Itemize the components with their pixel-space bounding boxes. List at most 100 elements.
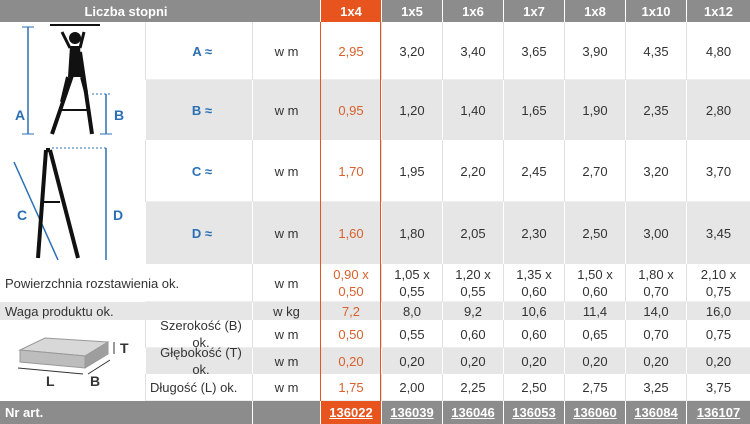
value: 2,80 xyxy=(686,80,750,140)
value: 2,20 xyxy=(442,140,503,202)
unit: w m xyxy=(252,374,320,401)
value: 1,50 x 0,60 xyxy=(564,264,625,302)
value: 4,35 xyxy=(625,22,686,80)
value: 0,55 xyxy=(381,320,442,348)
header-label: Liczba stopni xyxy=(84,3,168,19)
diagram-label: A xyxy=(15,107,25,123)
value: 1,80 x 0,70 xyxy=(625,264,686,302)
highlight-border xyxy=(320,22,321,401)
row-label: D ≈ xyxy=(145,202,252,264)
row-bg xyxy=(145,22,750,80)
value: 0,90 x 0,50 xyxy=(320,264,381,302)
unit: w kg xyxy=(252,302,320,320)
value: 1,20 x 0,55 xyxy=(442,264,503,302)
unit: w m xyxy=(252,202,320,264)
header-column: 1x6 xyxy=(442,0,503,22)
value-line: 0,75 xyxy=(705,284,732,299)
value: 1,60 xyxy=(320,202,381,264)
value: 2,25 xyxy=(442,374,503,401)
diagram-label: T xyxy=(120,340,129,356)
value: 4,80 xyxy=(686,22,750,80)
unit: w m xyxy=(252,320,320,348)
value-line: 1,20 x xyxy=(455,267,491,282)
unit: w m xyxy=(252,140,320,202)
article-number: 136107 xyxy=(686,401,750,424)
value: 2,35 xyxy=(625,80,686,140)
unit: w m xyxy=(252,80,320,140)
value: 1,35 x 0,60 xyxy=(503,264,564,302)
value: 2,50 xyxy=(564,202,625,264)
value: 14,0 xyxy=(625,302,686,320)
value: 0,60 xyxy=(503,320,564,348)
article-number: 136084 xyxy=(625,401,686,424)
row-bg xyxy=(145,264,750,302)
value: 0,60 xyxy=(442,320,503,348)
row-label: Długość (L) ok. xyxy=(145,374,252,401)
header-column: 1x5 xyxy=(381,0,442,22)
value: 3,20 xyxy=(381,22,442,80)
value: 16,0 xyxy=(686,302,750,320)
value-line: 1,80 x xyxy=(638,267,674,282)
value: 1,90 xyxy=(564,80,625,140)
value: 2,30 xyxy=(503,202,564,264)
article-number: 136046 xyxy=(442,401,503,424)
value: 3,70 xyxy=(686,140,750,202)
value: 10,6 xyxy=(503,302,564,320)
value: 3,00 xyxy=(625,202,686,264)
value: 3,45 xyxy=(686,202,750,264)
value: 2,45 xyxy=(503,140,564,202)
header-column: 1x12 xyxy=(686,0,750,22)
row-bg xyxy=(145,80,750,140)
value: 3,90 xyxy=(564,22,625,80)
value: 0,20 xyxy=(381,348,442,374)
article-number: 136022 xyxy=(320,401,381,424)
row-label: Szerokość (B) ok. xyxy=(145,318,252,350)
row-bg xyxy=(145,348,750,374)
value: 1,95 xyxy=(381,140,442,202)
value: 3,20 xyxy=(625,140,686,202)
row-bg xyxy=(145,320,750,348)
ladder-illustrations: A B C D xyxy=(13,24,124,261)
footer-gap xyxy=(252,401,320,424)
value: 2,75 xyxy=(564,374,625,401)
row-label: Waga produktu ok. xyxy=(5,303,114,319)
value: 0,20 xyxy=(686,348,750,374)
diagram-label: D xyxy=(113,207,123,223)
article-number: 136039 xyxy=(381,401,442,424)
value: 2,10 x 0,75 xyxy=(686,264,750,302)
value: 7,2 xyxy=(320,302,381,320)
highlight-border xyxy=(380,22,381,401)
unit: w m xyxy=(252,348,320,374)
value: 2,70 xyxy=(564,140,625,202)
value-line: 0,60 xyxy=(521,284,547,299)
value: 0,70 xyxy=(625,320,686,348)
value: 1,70 xyxy=(320,140,381,202)
article-number: 136053 xyxy=(503,401,564,424)
value: 1,20 xyxy=(381,80,442,140)
value-line: 0,90 x xyxy=(333,267,369,282)
header-column: 1x4 xyxy=(320,0,381,22)
value: 0,65 xyxy=(564,320,625,348)
value: 3,75 xyxy=(686,374,750,401)
unit: w m xyxy=(252,264,320,302)
value-line: 2,10 x xyxy=(700,267,737,282)
row-label: C ≈ xyxy=(145,140,252,202)
value: 8,0 xyxy=(381,302,442,320)
row-label: B ≈ xyxy=(145,80,252,140)
diagram-label: B xyxy=(90,373,100,389)
value: 0,20 xyxy=(625,348,686,374)
value: 1,75 xyxy=(320,374,381,401)
row-bg xyxy=(0,302,750,320)
row-label: Powierzchnia rozstawienia ok. xyxy=(5,275,180,291)
value: 2,95 xyxy=(320,22,381,80)
value-line: 0,70 xyxy=(643,284,669,299)
value: 3,65 xyxy=(503,22,564,80)
value: 1,05 x 0,55 xyxy=(381,264,442,302)
article-number: 136060 xyxy=(564,401,625,424)
value: 3,40 xyxy=(442,22,503,80)
value: 0,75 xyxy=(686,320,750,348)
value: 3,25 xyxy=(625,374,686,401)
diagram-label: C xyxy=(17,207,27,223)
row-bg xyxy=(145,140,750,202)
